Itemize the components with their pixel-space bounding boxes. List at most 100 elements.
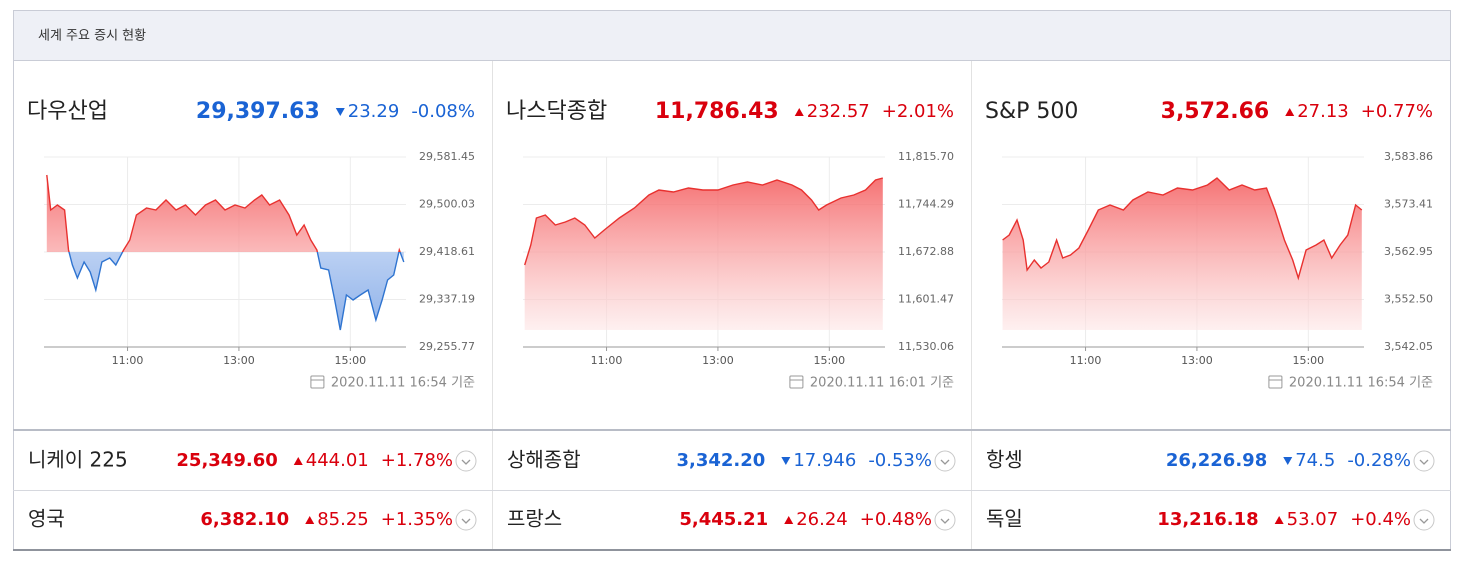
header-title: 세계 주요 증시 현황 [38,29,146,44]
index-name: 영국 [28,507,65,531]
change-percent: +0.77% [1361,101,1433,122]
y-tick-label: 11,601.47 [898,293,954,306]
timestamp: 2020.11.11 16:01 기준 [810,376,954,391]
expand-circle [455,450,477,472]
area [524,178,883,330]
calendar-icon [789,375,804,389]
up-arrow [293,457,303,465]
change: 23.29 [348,101,400,122]
timestamp: 2020.11.11 16:54 기준 [331,376,475,391]
x-tick-label: 15:00 [1292,354,1324,367]
price: 11,786.43 [655,99,779,124]
change: 26.24 [796,509,848,530]
change-percent: -0.53% [868,450,932,471]
x-tick-label: 15:00 [813,354,845,367]
up-arrow [1274,516,1284,524]
change: 85.25 [317,509,369,530]
index-name: 니케이 225 [28,448,128,472]
expand-circle [934,509,956,531]
price: 25,349.60 [176,450,277,471]
change: 444.01 [306,450,369,471]
x-tick-label: 11:00 [1070,354,1102,367]
expand-button[interactable] [934,450,956,472]
change: 74.5 [1295,450,1335,471]
expand-circle [1413,509,1435,531]
change: 27.13 [1297,101,1349,122]
y-tick-label: 3,562.95 [1384,245,1433,258]
price: 3,572.66 [1161,99,1270,124]
up-arrow [305,516,315,524]
expand-chevron [940,518,950,524]
price: 13,216.18 [1157,509,1258,530]
area [1002,178,1362,330]
change: 53.07 [1287,509,1339,530]
down-arrow [1283,457,1293,465]
y-tick-label: 3,583.86 [1384,150,1433,163]
price: 5,445.21 [679,509,768,530]
y-tick-label: 11,744.29 [898,198,954,211]
expand-button[interactable] [934,509,956,531]
index-name: S&P 500 [985,99,1078,124]
expand-circle [934,450,956,472]
expand-button[interactable] [455,509,477,531]
change: 232.57 [807,101,870,122]
up-arrow [784,516,794,524]
change-percent: +2.01% [882,101,954,122]
area-up [46,175,404,252]
expand-button[interactable] [455,450,477,472]
index-name: 항셍 [986,448,1023,472]
y-tick-label: 29,255.77 [419,340,475,353]
x-tick-label: 13:00 [223,354,255,367]
index-name: 다우산업 [27,99,108,124]
header-bar [13,10,1451,61]
y-tick-label: 3,573.41 [1384,197,1433,210]
change-percent: -0.08% [411,101,475,122]
price: 26,226.98 [1166,450,1267,471]
price-line-down [68,252,405,331]
expand-chevron [461,518,471,524]
y-tick-label: 3,542.05 [1384,340,1433,353]
y-tick-label: 29,500.03 [419,198,475,211]
price-line-up [46,174,401,252]
expand-chevron [461,459,471,465]
x-tick-label: 15:00 [334,354,366,367]
change: 17.946 [793,450,856,471]
expand-chevron [940,459,950,465]
y-tick-label: 29,418.61 [419,245,475,258]
change-percent: +1.35% [381,509,453,530]
calendar-icon [310,375,325,389]
change-percent: +0.48% [860,509,932,530]
x-tick-label: 11:00 [591,354,623,367]
index-name: 나스닥종합 [506,99,607,124]
price: 29,397.63 [196,99,320,124]
up-arrow [1285,108,1295,116]
index-name: 상해종합 [507,448,581,472]
change-percent: -0.28% [1347,450,1411,471]
index-name: 독일 [986,507,1023,531]
y-tick-label: 11,530.06 [898,340,954,353]
down-arrow [335,108,345,116]
price: 6,382.10 [200,509,289,530]
calendar-icon [1268,375,1283,389]
x-tick-label: 11:00 [112,354,144,367]
expand-chevron [1419,459,1429,465]
price-line [1002,177,1363,281]
expand-circle [1413,450,1435,472]
x-tick-label: 13:00 [1181,354,1213,367]
expand-circle [455,509,477,531]
price: 3,342.20 [677,450,766,471]
change-percent: +0.4% [1350,509,1411,530]
y-tick-label: 29,337.19 [419,293,475,306]
expand-button[interactable] [1413,450,1435,472]
expand-button[interactable] [1413,509,1435,531]
timestamp: 2020.11.11 16:54 기준 [1289,376,1433,391]
price-line [524,177,883,266]
x-tick-label: 13:00 [702,354,734,367]
up-arrow [794,108,804,116]
down-arrow [781,457,791,465]
y-tick-label: 29,581.45 [419,150,475,163]
y-tick-label: 11,815.70 [898,150,954,163]
index-name: 프랑스 [507,507,562,531]
area-down [46,252,404,330]
